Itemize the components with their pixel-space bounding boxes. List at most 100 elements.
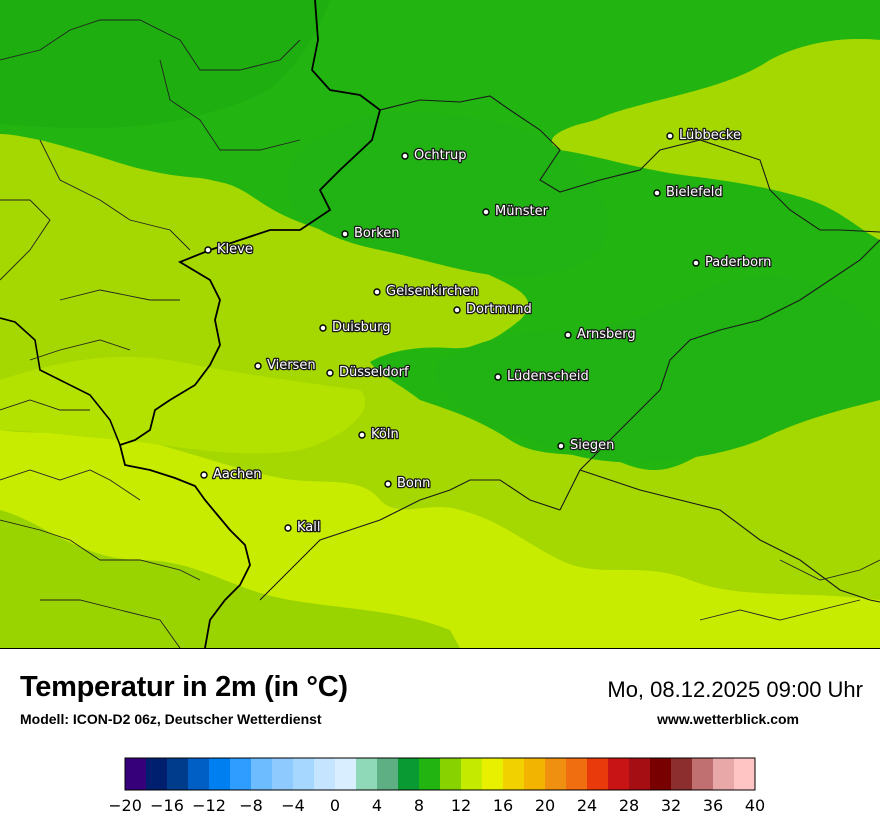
legend-swatch — [650, 758, 672, 790]
city-arnsberg[interactable]: Arnsberg — [564, 326, 637, 343]
legend-tick-label: −16 — [150, 796, 184, 815]
cold-area-muensterland — [286, 111, 608, 277]
model-info: Modell: ICON-D2 06z, Deutscher Wetterdie… — [20, 711, 322, 727]
city-bielefeld[interactable]: Bielefeld — [653, 184, 724, 201]
legend-swatch — [314, 758, 336, 790]
border-nl-be — [0, 317, 121, 446]
cold-area-netherlands — [0, 0, 330, 129]
svg-text:Kall: Kall — [297, 520, 321, 535]
city-luebbecke[interactable]: Lübbecke — [666, 127, 742, 144]
legend-swatch — [692, 758, 714, 790]
legend-swatch — [713, 758, 735, 790]
legend-tick-label: 16 — [493, 796, 513, 815]
legend-tick-label: 4 — [372, 796, 382, 815]
svg-text:Kleve: Kleve — [217, 242, 253, 257]
city-siegen[interactable]: Siegen — [557, 437, 616, 454]
svg-text:Arnsberg: Arnsberg — [577, 327, 636, 342]
district-lines-nl — [0, 19, 301, 648]
state-border-north — [379, 95, 880, 233]
city-kleve[interactable]: Kleve — [204, 241, 254, 258]
map-title: Temperatur in 2m (in °C) — [20, 671, 348, 703]
svg-text:Aachen: Aachen — [213, 467, 261, 482]
legend-swatch — [398, 758, 420, 790]
city-kall[interactable]: Kall — [284, 519, 322, 536]
legend-tick-label: −8 — [239, 796, 263, 815]
legend-swatch — [209, 758, 231, 790]
color-legend: −20 −16 −12 −8 −4 0 4 8 12 16 20 24 28 32 36 40 — [108, 754, 770, 820]
svg-text:Borken: Borken — [354, 226, 400, 241]
district-lines-de-south — [699, 559, 880, 621]
legend-swatch — [377, 758, 399, 790]
legend-swatch — [272, 758, 294, 790]
legend-tick-label: −20 — [110, 796, 142, 815]
city-dortmund[interactable]: Dortmund — [453, 301, 533, 318]
legend-swatch — [419, 758, 441, 790]
city-gelsenkirchen[interactable]: Gelsenkirchen — [373, 283, 480, 300]
city-bonn[interactable]: Bonn — [384, 475, 432, 492]
city-luedenscheid[interactable]: Lüdenscheid — [494, 368, 590, 385]
city-koeln[interactable]: Köln — [358, 426, 400, 443]
svg-text:Münster: Münster — [495, 204, 549, 219]
legend-swatch — [587, 758, 609, 790]
legend-tick-label: 28 — [619, 796, 639, 815]
legend-swatch — [440, 758, 462, 790]
legend-swatch — [734, 758, 756, 790]
forecast-datetime: Mo, 08.12.2025 09:00 Uhr — [607, 677, 863, 702]
legend-swatch — [251, 758, 273, 790]
legend-swatch — [146, 758, 168, 790]
legend-swatch — [293, 758, 315, 790]
svg-text:Lüdenscheid: Lüdenscheid — [507, 369, 589, 384]
legend-swatch — [629, 758, 651, 790]
legend-tick-label: 32 — [661, 796, 681, 815]
legend-swatch — [524, 758, 546, 790]
legend-swatch — [125, 758, 147, 790]
legend-swatch — [482, 758, 504, 790]
legend-tick-label: 12 — [451, 796, 471, 815]
legend-swatch — [608, 758, 630, 790]
mild-area-northwest — [0, 134, 294, 269]
city-muenster[interactable]: Münster — [482, 203, 550, 220]
website-link[interactable]: www.wetterblick.com — [657, 711, 799, 727]
svg-text:Ochtrup: Ochtrup — [414, 148, 467, 163]
legend-canvas: −20 −16 −12 −8 −4 0 4 8 12 16 20 24 28 32 36 40 — [108, 757, 765, 815]
legend-swatch — [230, 758, 252, 790]
city-aachen[interactable]: Aachen — [200, 466, 263, 483]
cool-area-southwest — [0, 510, 460, 648]
svg-text:Siegen: Siegen — [570, 438, 614, 453]
state-border-east — [559, 239, 880, 511]
legend-swatch — [503, 758, 525, 790]
legend-swatch — [188, 758, 210, 790]
mild-area-east — [590, 38, 880, 129]
legend-swatch — [461, 758, 483, 790]
svg-text:Gelsenkirchen: Gelsenkirchen — [386, 284, 479, 299]
city-duisburg[interactable]: Duisburg — [319, 319, 392, 336]
city-viersen[interactable]: Viersen — [254, 357, 317, 374]
city-duesseldorf[interactable]: Düsseldorf — [326, 364, 410, 381]
map-canvas: Lübbecke Ochtrup Bielefeld Münster Borke… — [0, 0, 880, 648]
legend-tick-label: 40 — [745, 796, 765, 815]
svg-text:Köln: Köln — [371, 427, 399, 442]
cold-area-sauerland — [435, 276, 880, 463]
city-borken[interactable]: Borken — [341, 225, 401, 242]
state-border-south — [259, 479, 561, 601]
city-paderborn[interactable]: Paderborn — [692, 254, 773, 271]
legend-swatch — [356, 758, 378, 790]
legend-swatch — [545, 758, 567, 790]
warm-area-lowlands — [0, 356, 366, 454]
svg-text:Lübbecke: Lübbecke — [679, 128, 741, 143]
legend-tick-label: 0 — [330, 796, 340, 815]
border-de-nl — [118, 0, 382, 648]
svg-text:Bielefeld: Bielefeld — [666, 185, 723, 200]
legend-border — [124, 757, 756, 791]
svg-text:Viersen: Viersen — [267, 358, 316, 373]
svg-text:Dortmund: Dortmund — [466, 302, 532, 317]
legend-swatch — [566, 758, 588, 790]
legend-tick-label: −12 — [192, 796, 226, 815]
city-ochtrup[interactable]: Ochtrup — [401, 147, 468, 164]
state-border-southeast — [579, 469, 880, 603]
svg-text:Düsseldorf: Düsseldorf — [339, 365, 409, 380]
legend-tick-label: −4 — [281, 796, 305, 815]
svg-text:Duisburg: Duisburg — [332, 320, 391, 335]
temperature-map[interactable]: Lübbecke Ochtrup Bielefeld Münster Borke… — [0, 0, 880, 649]
legend-tick-label: 36 — [703, 796, 723, 815]
